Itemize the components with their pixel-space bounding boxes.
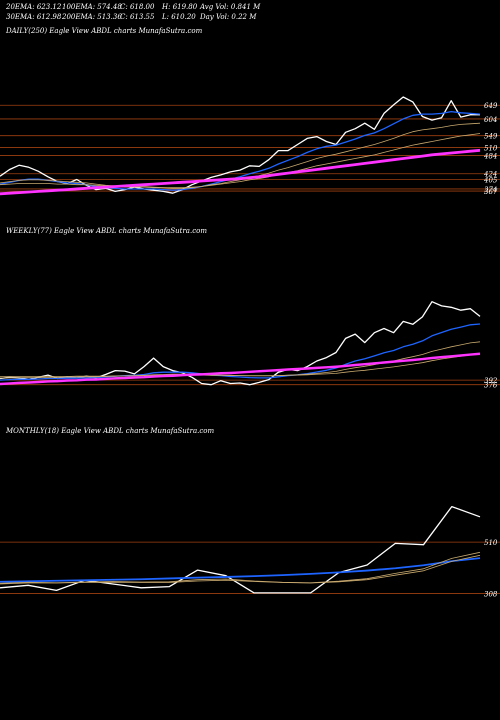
daily-ema-slow-line — [0, 150, 481, 196]
monthly-ema-fast-line — [0, 557, 481, 583]
daily-level-label: 510 — [484, 145, 498, 153]
header-low: L: 610.20 — [162, 13, 196, 21]
header-30ema: 30EMA: 612.98 — [6, 13, 62, 21]
daily-ema-fast-line — [0, 110, 481, 191]
daily-price-line — [0, 96, 480, 194]
daily-level-label: 649 — [484, 102, 498, 110]
header-high: H: 619.80 — [162, 3, 198, 11]
header-100ema: 100EMA: 574.48 — [62, 3, 122, 11]
daily-level-label: 374 — [484, 186, 497, 194]
weekly-ema-mid-line — [0, 353, 481, 377]
monthly-level-label: 510 — [484, 539, 498, 547]
daily-ema-slow-line — [0, 148, 481, 194]
monthly-level-label: 308 — [484, 590, 498, 598]
header-200ema: 200EMA: 513.36 — [62, 13, 122, 21]
daily-chart-title: DAILY(250) Eagle View ABDL charts Munafa… — [6, 27, 203, 35]
monthly-chart-title: MONTHLY(18) Eagle View ABDL charts Munaf… — [6, 427, 215, 435]
weekly-level-label: 392 — [484, 377, 498, 385]
daily-ema-mid-line — [0, 133, 481, 189]
header-close: C: 618.00 — [120, 3, 155, 11]
monthly-ema-mid-line — [0, 554, 481, 585]
daily-level-label: 405 — [483, 177, 498, 185]
header-day-vol: Day Vol: 0.22 M — [200, 13, 257, 21]
monthly-ema-mid-line — [0, 551, 481, 584]
daily-level-label: 367 — [484, 188, 498, 196]
daily-level-label: 424 — [483, 171, 497, 179]
daily-level-label: 604 — [484, 116, 497, 124]
weekly-level-label: 376 — [484, 382, 498, 390]
weekly-ema-slow-line — [0, 353, 481, 386]
monthly-ema-fast-line — [0, 557, 481, 583]
daily-level-label: 549 — [484, 133, 498, 141]
weekly-chart-title: WEEKLY(77) Eagle View ABDL charts Munafa… — [6, 227, 207, 235]
header-20ema: 20EMA: 623.12 — [6, 3, 62, 11]
header-avg-vol: Avg Vol: 0.841 M — [200, 3, 261, 11]
header-close-2: C: 613.55 — [120, 13, 155, 21]
daily-level-label: 484 — [483, 152, 497, 160]
weekly-ema-fast-line — [0, 323, 481, 381]
